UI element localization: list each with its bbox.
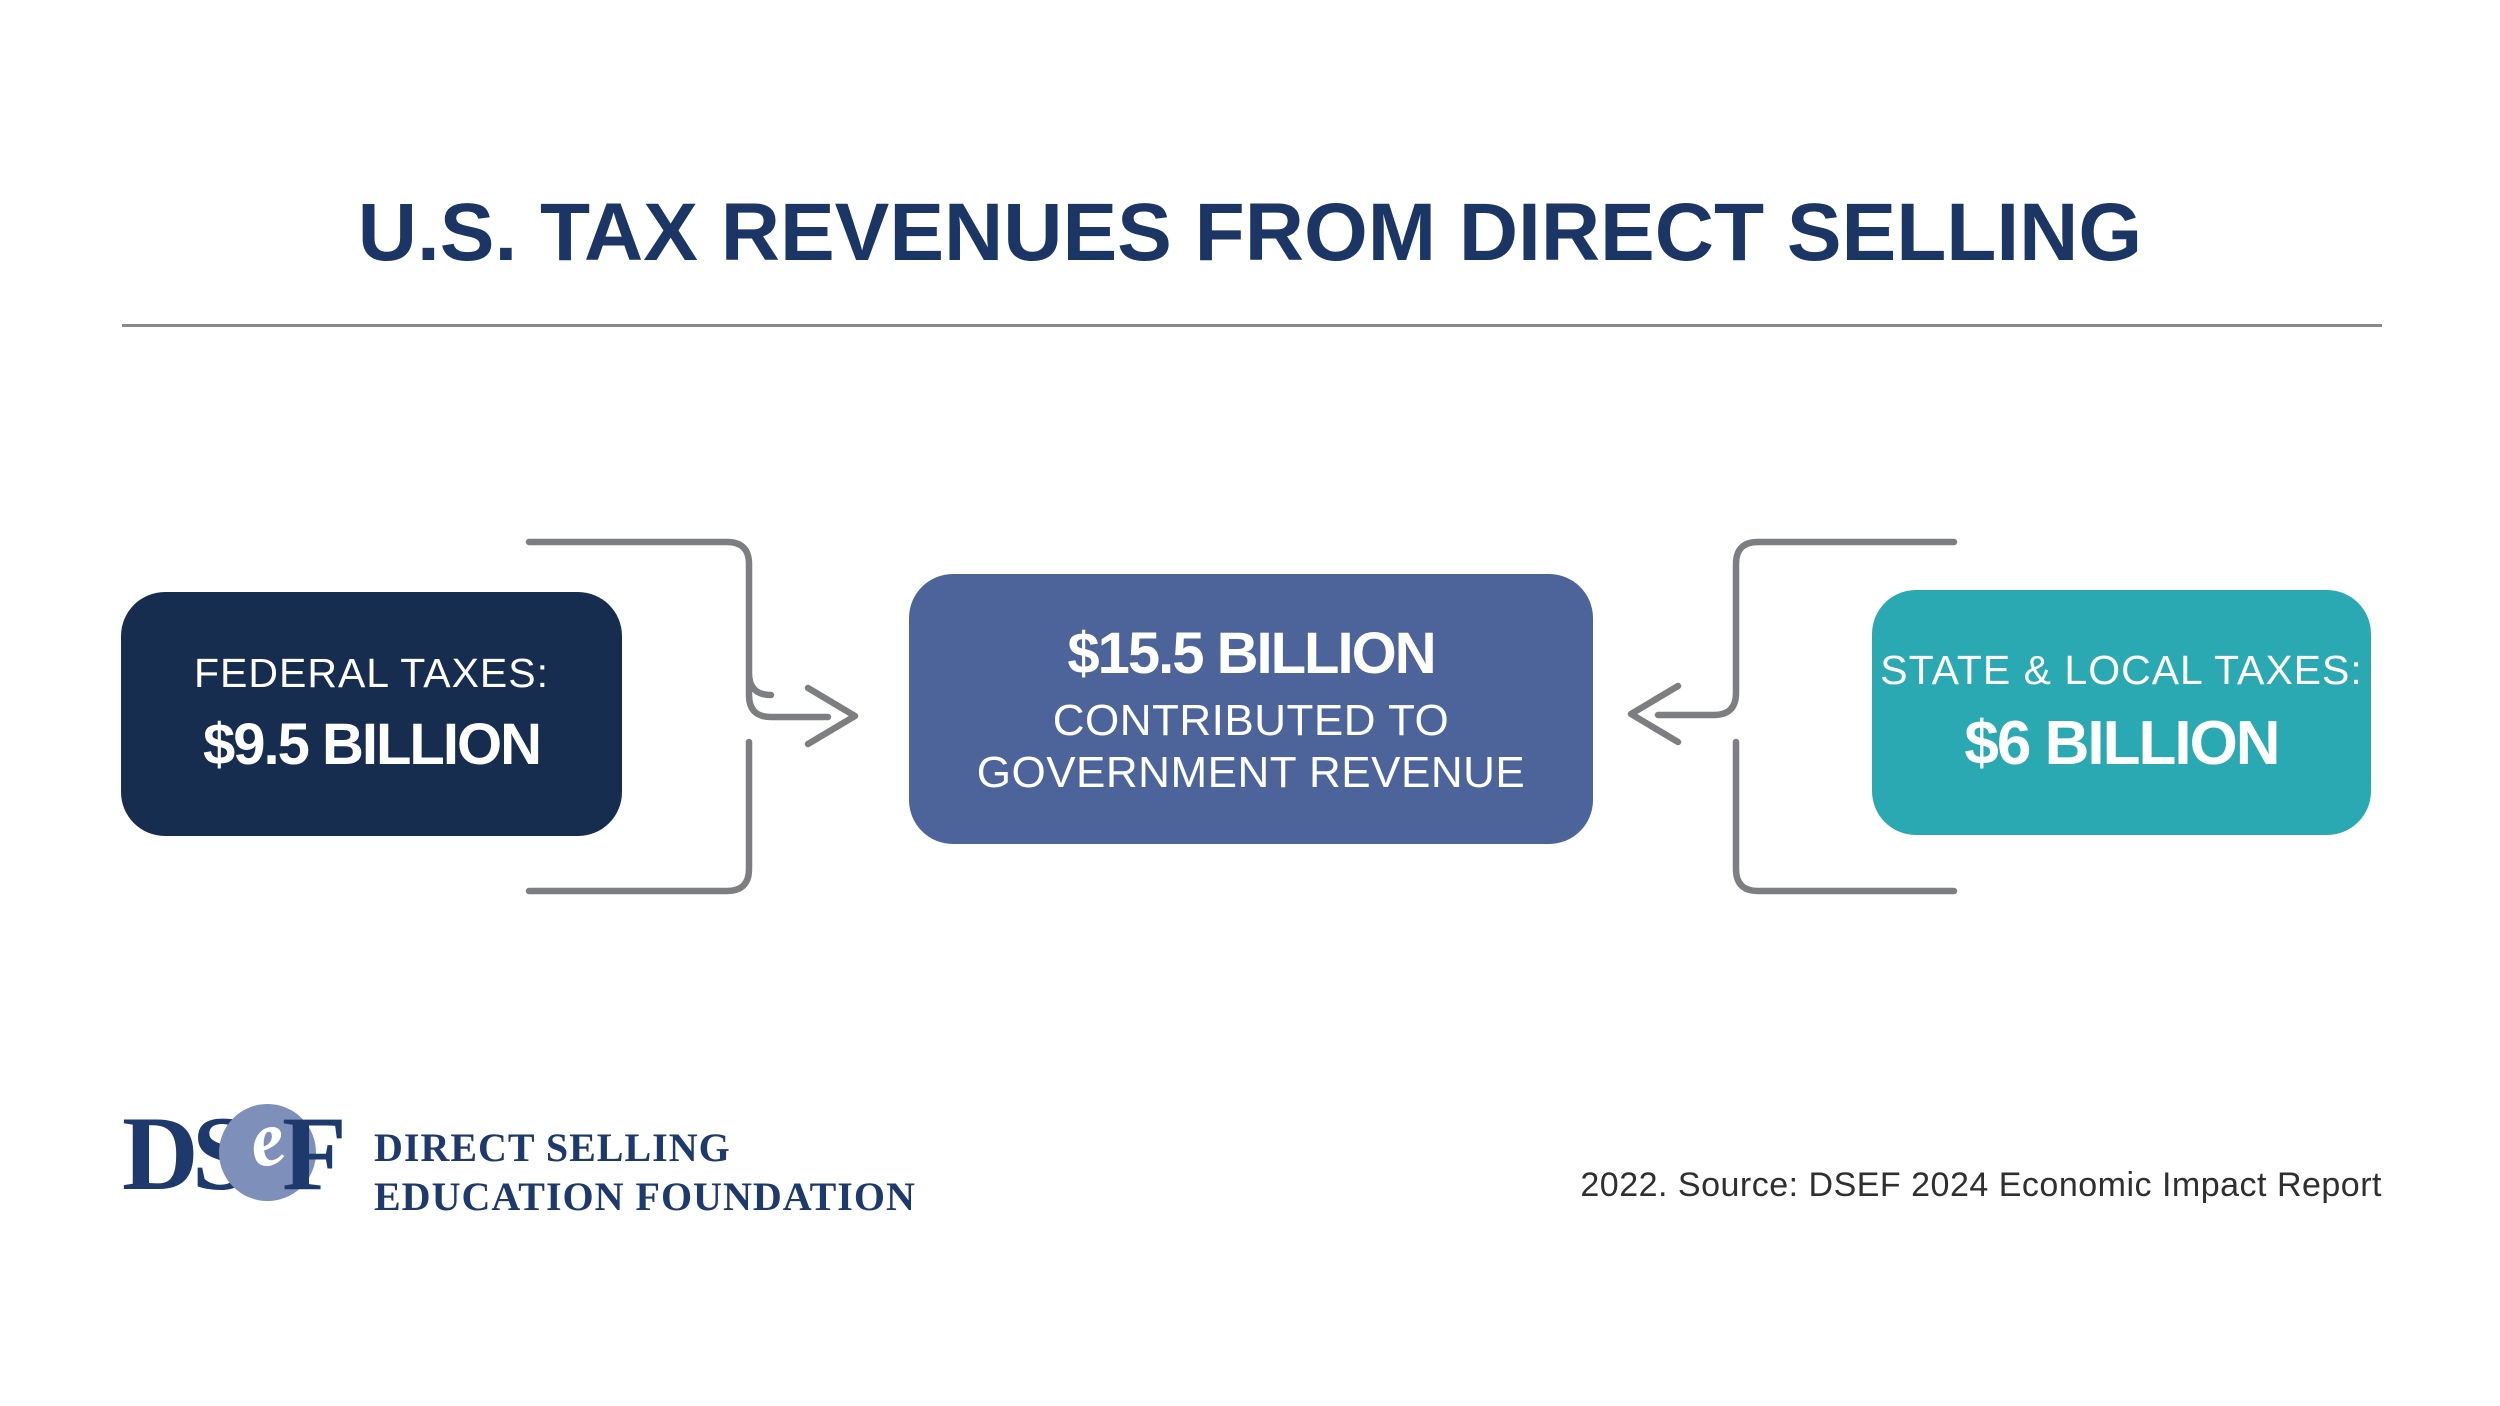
- state-local-taxes-box: STATE & LOCAL TAXES: $6 BILLION: [1872, 590, 2371, 835]
- state-local-taxes-label: STATE & LOCAL TAXES:: [1880, 646, 2363, 693]
- logo-letter-d: D: [122, 1095, 199, 1212]
- logo-letter-f: F: [282, 1095, 347, 1212]
- dsef-logo: D S e F DIRECT SELLING EDUCATION FOUNDAT…: [122, 1092, 916, 1217]
- federal-flow-arrow-right-icon: [525, 538, 859, 895]
- federal-taxes-label: FEDERAL TAXES:: [193, 650, 549, 696]
- total-revenue-value: $15.5 BILLION: [1067, 620, 1436, 686]
- state-flow-arrow-left-icon: [1627, 538, 1958, 895]
- total-revenue-caption-line1: CONTRIBUTED TO: [1052, 695, 1450, 745]
- page-title: U.S. TAX REVENUES FROM DIRECT SELLING: [357, 187, 2143, 278]
- state-local-taxes-value: $6 BILLION: [1964, 708, 2280, 778]
- title-divider: [122, 324, 2382, 327]
- federal-taxes-box: FEDERAL TAXES: $9.5 BILLION: [121, 592, 622, 836]
- federal-taxes-value: $9.5 BILLION: [203, 712, 542, 777]
- total-revenue-box: $15.5 BILLION CONTRIBUTED TO GOVERNMENT …: [909, 574, 1593, 844]
- total-revenue-caption-line2: GOVERNMENT REVENUE: [976, 747, 1526, 797]
- dsef-logo-letters: D S e F: [122, 1092, 347, 1212]
- dsef-wordmark: DIRECT SELLING EDUCATION FOUNDATION: [374, 1104, 916, 1217]
- logo-leaf-oval-icon: e: [219, 1092, 316, 1201]
- dsef-wordmark-line2: EDUCATION FOUNDATION: [374, 1174, 916, 1219]
- dsef-wordmark-line1: DIRECT SELLING: [374, 1125, 731, 1170]
- source-attribution-text: 2022. Source: DSEF 2024 Economic Impact …: [1580, 1166, 2382, 1204]
- total-revenue-caption: CONTRIBUTED TO GOVERNMENT REVENUE: [977, 695, 1526, 799]
